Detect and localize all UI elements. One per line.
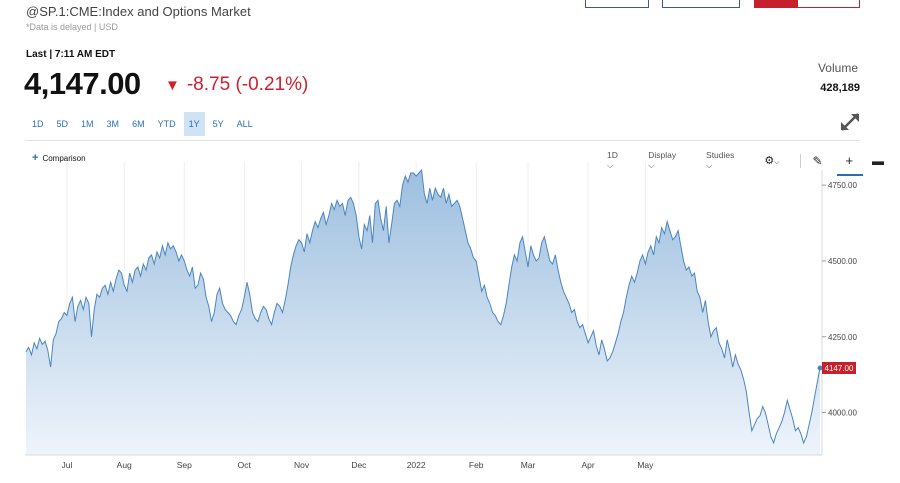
x-tick-label: Oct: [238, 460, 252, 470]
chevron-down-icon: ⌵: [706, 160, 713, 170]
price-change: ▼ -8.75 (-0.21%): [165, 74, 308, 96]
toolbar-separator: [799, 153, 801, 168]
range-tab-ytd[interactable]: YTD: [157, 119, 176, 129]
top-button-3[interactable]: [754, 0, 860, 8]
interval-label: 1D: [607, 150, 618, 160]
x-tick-label: Jul: [61, 460, 72, 470]
price-change-value: -8.75 (-0.21%): [186, 74, 309, 95]
chart-toolbar: 1D ⌵ Display ⌵ Studies ⌵ ⚙⌵ ✎ + ▬: [607, 150, 900, 176]
chevron-down-icon: ⌵: [607, 160, 614, 170]
range-tab-5d[interactable]: 5D: [56, 119, 69, 129]
divider: [25, 140, 860, 141]
range-tab-1d[interactable]: 1D: [32, 119, 44, 129]
display-dropdown[interactable]: Display ⌵: [648, 150, 684, 171]
gear-icon[interactable]: ⚙⌵: [764, 155, 780, 167]
comparison-label: Comparison: [42, 154, 86, 163]
y-tick-label: 4000.00: [828, 409, 857, 418]
range-tab-1m[interactable]: 1M: [81, 119, 94, 129]
x-tick-label: Mar: [521, 460, 536, 470]
interval-dropdown[interactable]: 1D ⌵: [607, 150, 626, 171]
display-label: Display: [648, 150, 677, 160]
range-tab-5y[interactable]: 5Y: [212, 119, 224, 129]
last-value-badge: [822, 361, 856, 374]
x-tick-label: Dec: [351, 460, 367, 470]
comment-icon[interactable]: ▬: [872, 153, 884, 168]
last-price: 4,147.00: [24, 66, 141, 101]
x-tick-label: 2022: [407, 460, 426, 470]
crosshair-icon[interactable]: +: [836, 153, 864, 176]
y-tick-label: 4750.00: [828, 181, 857, 190]
delay-note: *Data is delayed | USD: [26, 22, 118, 32]
volume-label: Volume: [817, 61, 858, 75]
last-trade-time: Last | 7:11 AM EDT: [26, 49, 116, 60]
x-tick-label: Feb: [469, 460, 484, 470]
expand-icon[interactable]: [838, 111, 862, 133]
studies-dropdown[interactable]: Studies ⌵: [706, 150, 742, 171]
y-tick-label: 4500.00: [828, 257, 857, 266]
comparison-button[interactable]: + Comparison: [32, 152, 86, 164]
last-point: [817, 365, 823, 371]
x-tick-label: May: [637, 460, 654, 470]
x-tick-label: Apr: [581, 460, 594, 470]
x-tick-label: Sep: [177, 460, 192, 470]
page-title: @SP.1:CME:Index and Options Market: [26, 4, 251, 19]
studies-label: Studies: [706, 150, 735, 160]
range-tab-all[interactable]: ALL: [236, 119, 253, 129]
last-value-label: 4147.00: [825, 364, 854, 373]
x-tick-label: Aug: [117, 460, 132, 470]
x-tick-label: Nov: [294, 460, 310, 470]
down-triangle-icon: ▼: [165, 76, 180, 94]
plus-icon: +: [32, 152, 39, 164]
price-area: [26, 170, 820, 455]
y-tick-label: 4250.00: [828, 333, 857, 342]
price-line: [25, 168, 821, 445]
range-tab-3m[interactable]: 3M: [106, 119, 120, 129]
top-button-1[interactable]: [585, 0, 649, 8]
volume-value: 428,189: [820, 82, 860, 94]
range-tab-1y[interactable]: 1Y: [183, 112, 205, 136]
top-button-2[interactable]: [662, 0, 740, 8]
pencil-icon[interactable]: ✎: [812, 153, 823, 168]
range-tab-6m[interactable]: 6M: [132, 119, 145, 129]
time-range-selector: 1D 5D 1M 3M 6M YTD 1Y 5Y ALL: [27, 112, 261, 136]
chevron-down-icon: ⌵: [648, 160, 655, 170]
